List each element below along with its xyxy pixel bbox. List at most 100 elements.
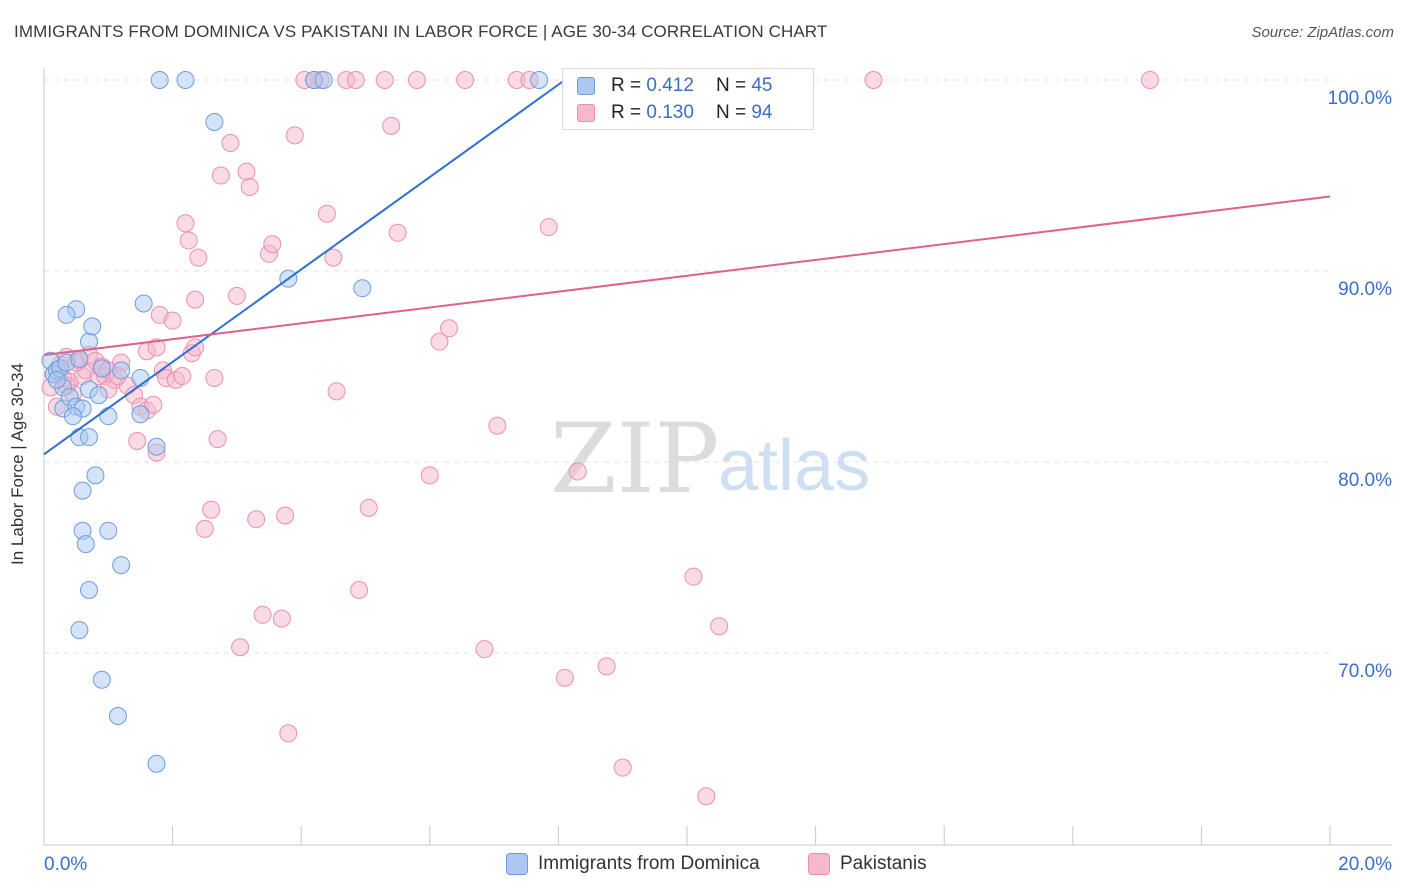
pakistanis-point xyxy=(324,248,343,267)
pakistanis-point xyxy=(488,416,507,435)
pakistanis-point xyxy=(420,466,439,485)
y-tick-labels: 100.0% 90.0% 80.0% 70.0% xyxy=(1328,88,1393,682)
dominica-point xyxy=(147,754,166,773)
dominica-point xyxy=(150,71,169,89)
x-tick-labels: 0.0% 20.0% xyxy=(44,854,1392,875)
stats-swatch-dominica xyxy=(577,77,595,95)
y-tick-label: 80.0% xyxy=(1338,470,1392,491)
pakistanis-point xyxy=(407,71,426,89)
dominica-point xyxy=(134,294,153,313)
dominica-point xyxy=(80,580,99,599)
pakistanis-point xyxy=(1140,71,1159,89)
dominica-points xyxy=(41,71,549,773)
pakistanis-point xyxy=(221,134,240,153)
pakistanis-point xyxy=(247,510,266,529)
pakistanis-point xyxy=(205,368,224,387)
y-tick-label: 90.0% xyxy=(1338,279,1392,300)
watermark-atlas: atlas xyxy=(718,426,870,506)
pakistanis-point xyxy=(346,71,365,89)
stats-row-pakistanis: R = 0.130 N = 94 xyxy=(577,100,772,126)
pakistanis-point xyxy=(456,71,475,89)
pakistanis-point xyxy=(240,177,259,196)
pakistanis-point xyxy=(382,116,401,135)
pakistanis-point xyxy=(684,567,703,586)
pakistanis-point xyxy=(317,204,336,223)
dominica-point xyxy=(73,481,92,500)
pakistanis-point xyxy=(186,290,205,309)
pakistanis-point xyxy=(253,605,272,624)
pakistanis-point xyxy=(144,395,163,414)
dominica-point xyxy=(70,349,89,368)
trend-lines xyxy=(43,79,1331,456)
pakistanis-point xyxy=(128,431,147,450)
pakistanis-point xyxy=(597,657,616,676)
dominica-point xyxy=(57,305,76,324)
stats-swatch-pakistanis xyxy=(577,104,595,122)
dominica-point xyxy=(176,71,195,89)
pakistanis-point xyxy=(279,724,298,743)
stats-r-label: R = xyxy=(611,102,642,123)
legend-item-pakistanis[interactable]: Pakistanis xyxy=(808,853,927,875)
dominica-point xyxy=(80,428,99,447)
dominica-point xyxy=(92,670,111,689)
pakistanis-point xyxy=(475,640,494,659)
y-tick-label: 70.0% xyxy=(1338,661,1392,682)
stats-n-value: 94 xyxy=(751,102,773,123)
pakistanis-point xyxy=(440,319,459,338)
stats-r-label: R = xyxy=(611,75,642,96)
pakistanis-point xyxy=(263,235,282,254)
y-axis-label-text: In Labor Force | Age 30-34 xyxy=(8,363,27,565)
watermark-zip: ZIP xyxy=(550,403,719,515)
pakistanis-point xyxy=(276,506,295,525)
stats-n-label: N = xyxy=(715,75,747,96)
dominica-point xyxy=(83,317,102,336)
legend-swatch-dominica xyxy=(506,853,528,875)
dominica-point xyxy=(99,407,118,426)
dominica-point xyxy=(205,113,224,132)
stats-legend: R = 0.412 N = 45 R = 0.130 N = 94 xyxy=(562,68,814,130)
gridlines xyxy=(44,79,1330,654)
pakistanis-point xyxy=(163,311,182,330)
legend-label-dominica: Immigrants from Dominica xyxy=(538,853,760,874)
pakistanis-point xyxy=(327,382,346,401)
pakistanis-point xyxy=(539,218,558,237)
stats-row-dominica: R = 0.412 N = 45 xyxy=(577,73,772,99)
chart-title: IMMIGRANTS FROM DOMINICA VS PAKISTANI IN… xyxy=(14,22,828,41)
watermark: ZIP atlas xyxy=(550,403,870,515)
pakistanis-point xyxy=(697,787,716,806)
legend-item-dominica[interactable]: Immigrants from Dominica xyxy=(506,853,760,875)
dominica-point xyxy=(47,370,66,389)
pakistanis-point xyxy=(202,500,221,519)
y-tick-label: 100.0% xyxy=(1328,88,1393,109)
legend-swatch-pakistanis xyxy=(808,853,830,875)
pakistanis-point xyxy=(613,758,632,777)
pakistanis-point xyxy=(388,223,407,242)
pakistanis-point xyxy=(864,71,883,89)
stats-r-value: 0.412 xyxy=(646,75,694,96)
dominica-point xyxy=(112,556,131,575)
pakistanis-point xyxy=(272,609,291,628)
pakistanis-point xyxy=(359,498,378,517)
x-tick-label: 0.0% xyxy=(44,854,87,875)
pakistanis-point xyxy=(568,462,587,481)
pakistanis-point xyxy=(375,71,394,89)
dominica-point xyxy=(147,437,166,456)
pakistanis-point xyxy=(211,166,230,185)
x-tick-label: 20.0% xyxy=(1338,854,1392,875)
pakistanis-trend-line xyxy=(43,195,1331,357)
stats-n-value: 45 xyxy=(751,75,773,96)
dominica-point xyxy=(92,359,111,378)
pakistanis-point xyxy=(350,580,369,599)
dominica-trend-line xyxy=(43,79,566,456)
dominica-point xyxy=(112,361,131,380)
stats-r-value: 0.130 xyxy=(646,102,694,123)
pakistanis-point xyxy=(555,668,574,687)
dominica-point xyxy=(70,621,89,640)
source-label: Source: ZipAtlas.com xyxy=(1251,24,1394,41)
dominica-point xyxy=(314,71,333,89)
pakistanis-point xyxy=(208,430,227,449)
dominica-point xyxy=(108,707,127,726)
dominica-point xyxy=(80,332,99,351)
dominica-point xyxy=(353,279,372,298)
